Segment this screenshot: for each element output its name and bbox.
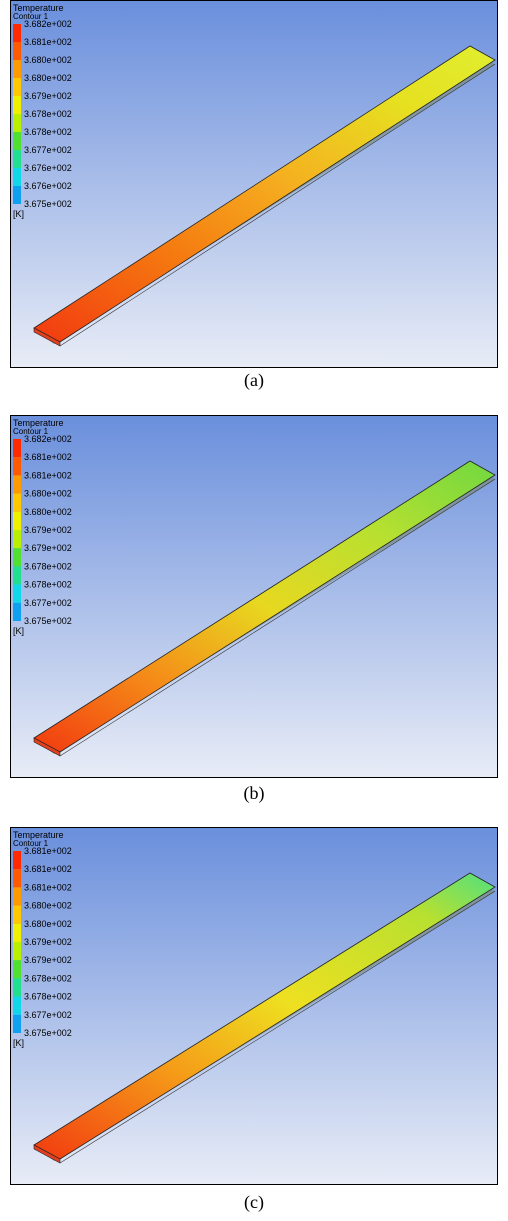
legend-label: 3.680e+002 [24, 55, 72, 65]
colorbar-segment [13, 512, 21, 530]
colorbar-segment [13, 60, 21, 78]
legend-unit: [K] [13, 626, 24, 636]
colorbar-segment [13, 475, 21, 493]
legend-unit: [K] [13, 209, 24, 219]
legend-label: 3.675e+002 [24, 616, 72, 626]
legend-label: 3.682e+002 [24, 434, 72, 444]
legend-label: 3.679e+002 [24, 543, 72, 553]
colorbar-segment [13, 548, 21, 566]
colorbar-segment [13, 924, 21, 942]
legend-label: 3.677e+002 [24, 598, 72, 608]
legend-label: 3.680e+002 [24, 73, 72, 83]
legend-label: 3.681e+002 [24, 864, 72, 874]
figure: TemperatureContour 13.682e+0023.681e+002… [0, 0, 508, 1221]
legend-label: 3.678e+002 [24, 580, 72, 590]
caption: (c) [0, 1192, 508, 1213]
legend-label: 3.680e+002 [24, 901, 72, 911]
legend-unit: [K] [13, 1038, 24, 1048]
colorbar-segment [13, 978, 21, 996]
colorbar-segment [13, 530, 21, 548]
legend-label: 3.676e+002 [24, 163, 72, 173]
legend-label: 3.681e+002 [24, 882, 72, 892]
legend-label: 3.679e+002 [24, 91, 72, 101]
legend-label: 3.678e+002 [24, 561, 72, 571]
legend-label: 3.676e+002 [24, 181, 72, 191]
colorbar-segment [13, 78, 21, 96]
legend-label: 3.678e+002 [24, 992, 72, 1002]
colorbar-segment [13, 997, 21, 1015]
legend-label: 3.678e+002 [24, 127, 72, 137]
colorbar-segment [13, 168, 21, 186]
legend-label: 3.675e+002 [24, 1028, 72, 1038]
colorbar-segment [13, 906, 21, 924]
colorbar-segment [13, 960, 21, 978]
colorbar-segment [13, 439, 21, 457]
legend-label: 3.680e+002 [24, 919, 72, 929]
colorbar-segment [13, 1015, 21, 1033]
colorbar-segment [13, 132, 21, 150]
colorbar-segment [13, 851, 21, 869]
caption: (b) [0, 783, 508, 804]
colorbar-segment [13, 114, 21, 132]
colorbar-segment [13, 887, 21, 905]
colorbar-segment [13, 42, 21, 60]
legend-label: 3.681e+002 [24, 846, 72, 856]
legend-label: 3.679e+002 [24, 955, 72, 965]
legend-label: 3.679e+002 [24, 937, 72, 947]
legend-label: 3.681e+002 [24, 470, 72, 480]
legend-label: 3.677e+002 [24, 1010, 72, 1020]
colorbar-segment [13, 96, 21, 114]
colorbar-segment [13, 24, 21, 42]
colorbar-segment [13, 150, 21, 168]
colorbar-segment [13, 942, 21, 960]
legend-label: 3.678e+002 [24, 109, 72, 119]
legend-label: 3.681e+002 [24, 37, 72, 47]
colorbar-segment [13, 186, 21, 204]
legend-label: 3.678e+002 [24, 973, 72, 983]
legend-label: 3.679e+002 [24, 525, 72, 535]
colorbar-segment [13, 585, 21, 603]
colorbar-segment [13, 457, 21, 475]
legend-label: 3.680e+002 [24, 489, 72, 499]
colorbar-segment [13, 566, 21, 584]
legend-label: 3.680e+002 [24, 507, 72, 517]
caption: (a) [0, 370, 508, 391]
colorbar-segment [13, 603, 21, 621]
legend-label: 3.681e+002 [24, 452, 72, 462]
colorbar-segment [13, 869, 21, 887]
legend-label: 3.675e+002 [24, 199, 72, 209]
colorbar-segment [13, 494, 21, 512]
legend-label: 3.677e+002 [24, 145, 72, 155]
legend-label: 3.682e+002 [24, 19, 72, 29]
